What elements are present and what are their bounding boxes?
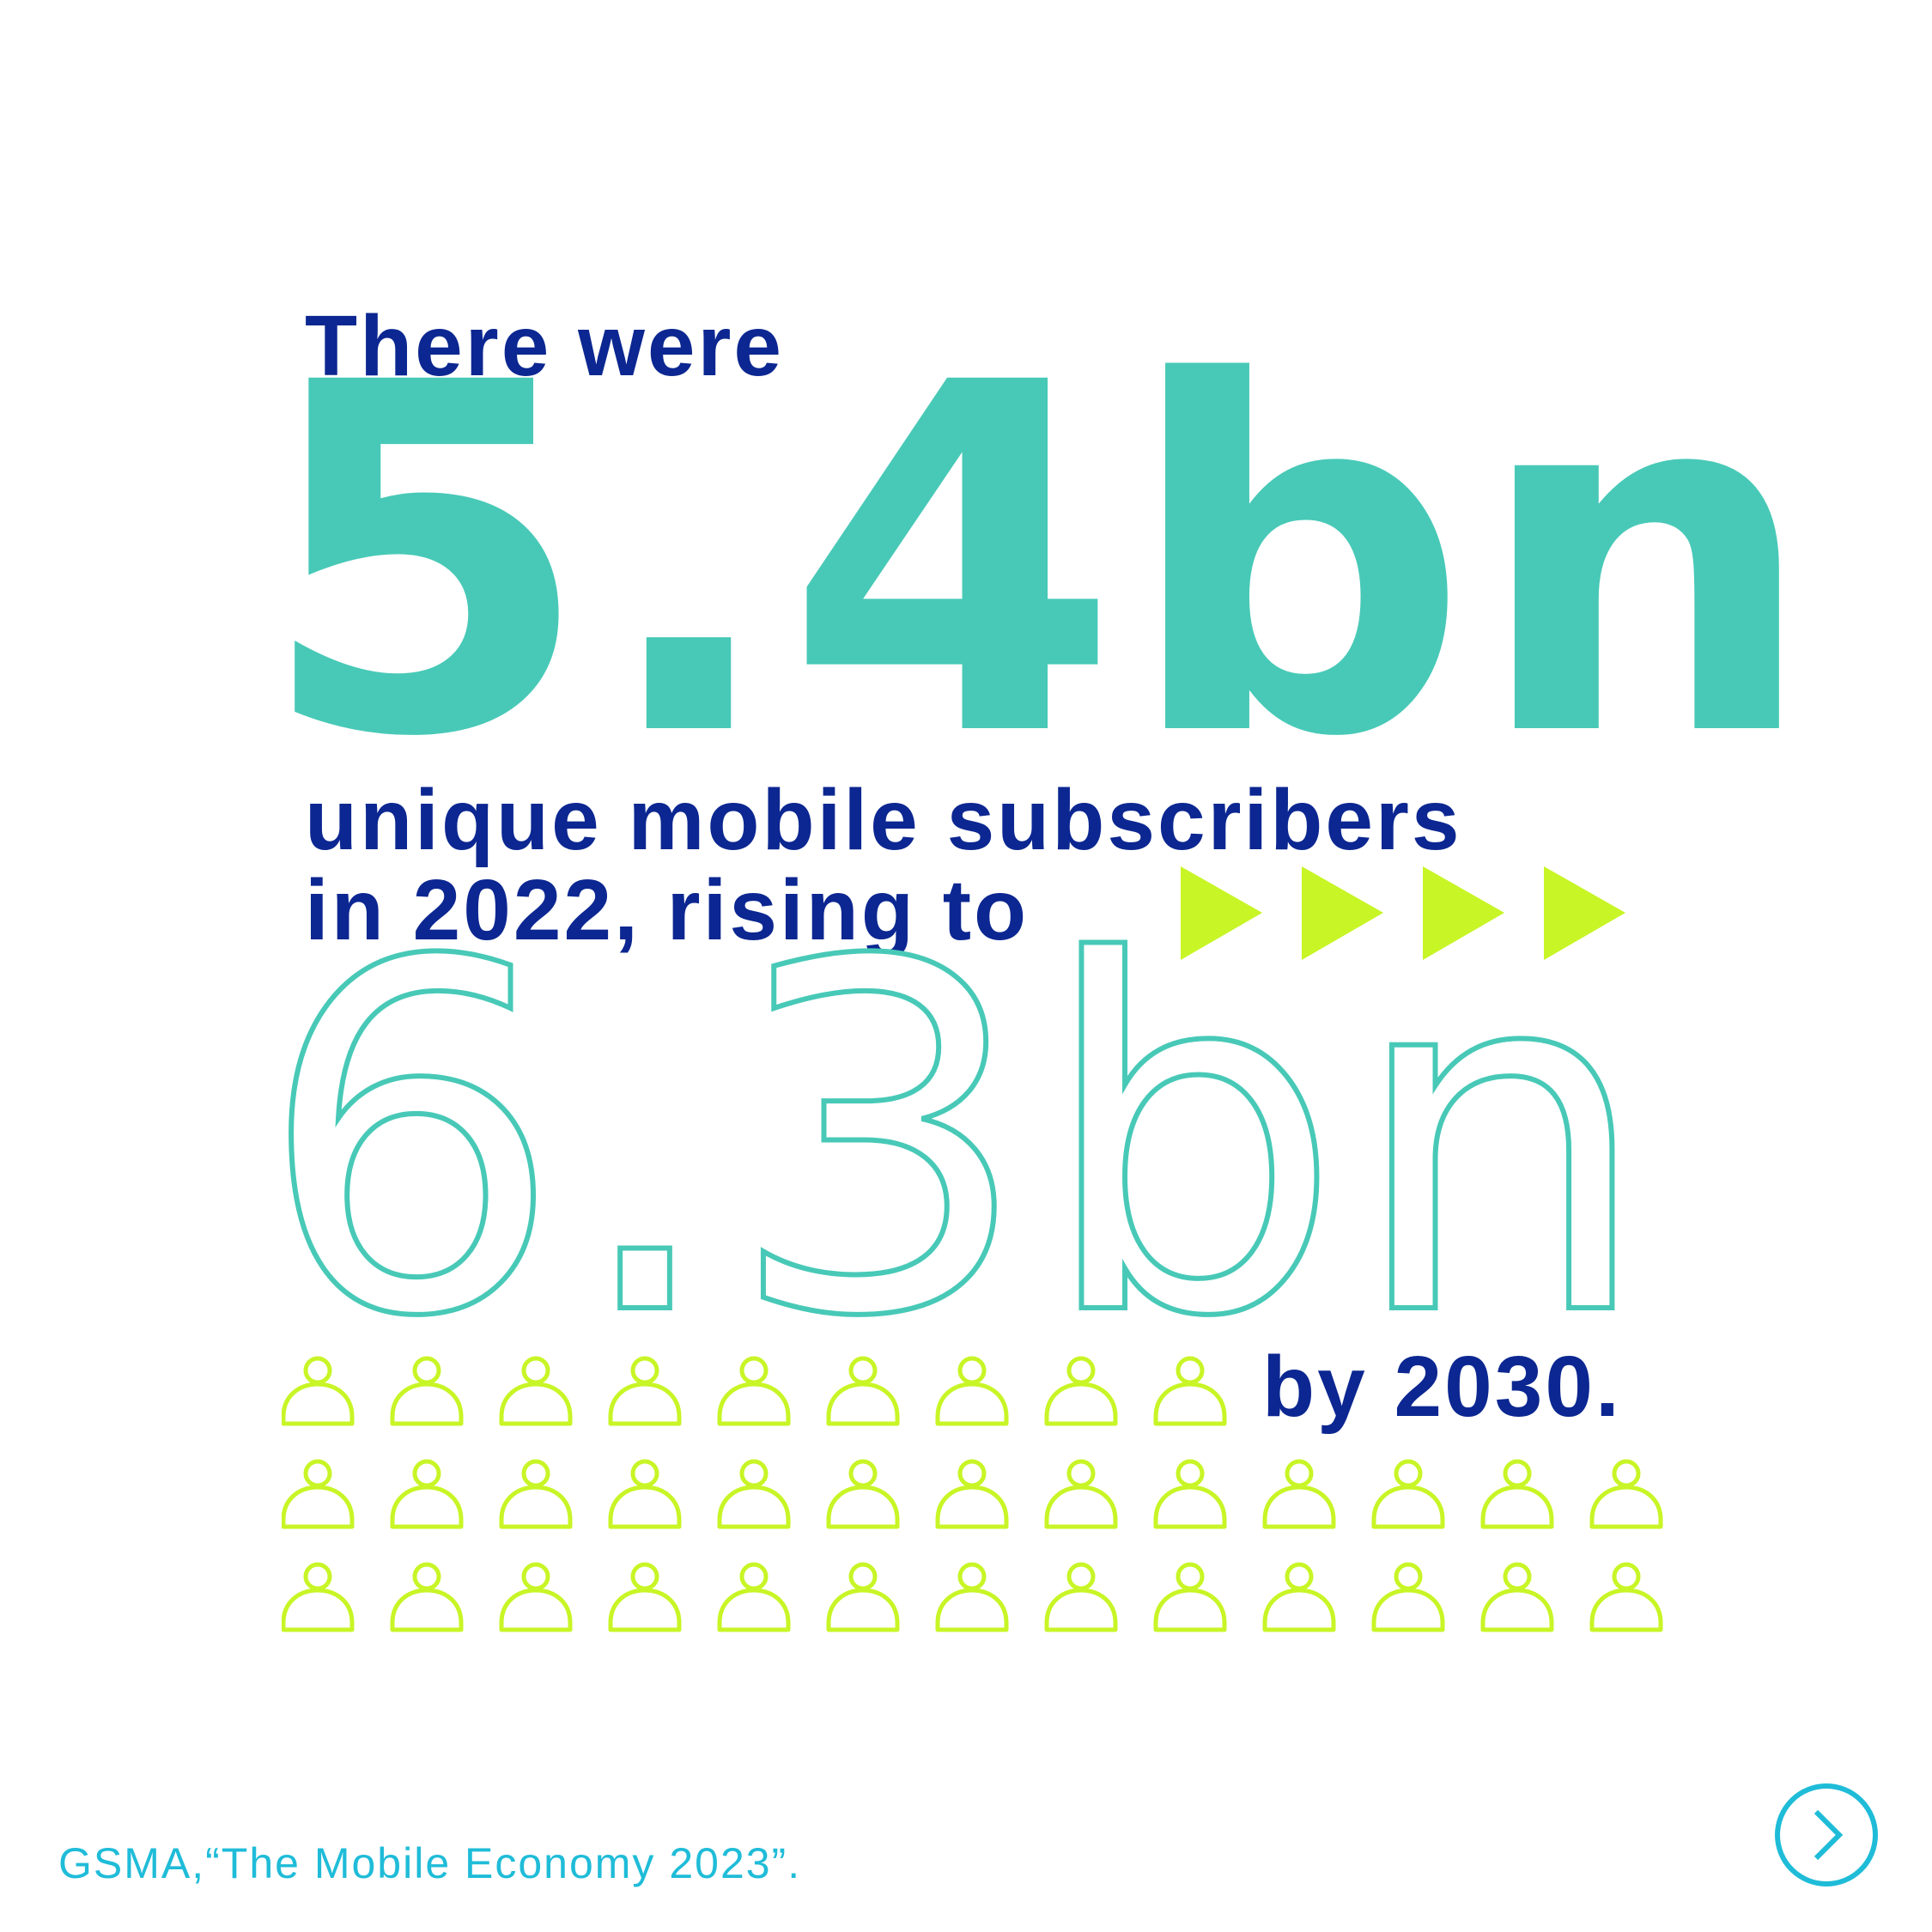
intro-text: There were bbox=[305, 298, 785, 394]
person-icon bbox=[1589, 1562, 1663, 1632]
person-icon bbox=[826, 1356, 900, 1426]
arrow-icon bbox=[1423, 866, 1504, 960]
person-icon bbox=[1044, 1459, 1118, 1529]
person-icon bbox=[1589, 1459, 1663, 1529]
person-icon bbox=[1371, 1562, 1445, 1632]
person-icon bbox=[499, 1356, 573, 1426]
person-icon bbox=[390, 1562, 464, 1632]
people-grid bbox=[282, 1356, 1663, 1632]
person-icon bbox=[1480, 1562, 1554, 1632]
subtitle-line-2: in 2022, rising to bbox=[305, 862, 1030, 958]
person-icon bbox=[935, 1356, 1009, 1426]
source-citation: GSMA,“The Mobile Economy 2023”. bbox=[58, 1839, 802, 1887]
person-icon bbox=[608, 1356, 682, 1426]
person-icon bbox=[1371, 1459, 1445, 1529]
person-icon bbox=[282, 1356, 355, 1426]
person-icon bbox=[608, 1459, 682, 1529]
person-icon bbox=[717, 1562, 791, 1632]
person-icon bbox=[499, 1562, 573, 1632]
person-icon bbox=[1153, 1356, 1227, 1426]
person-icon bbox=[499, 1459, 573, 1529]
person-icon bbox=[935, 1459, 1009, 1529]
person-icon bbox=[1044, 1562, 1118, 1632]
person-icon bbox=[1153, 1562, 1227, 1632]
person-icon bbox=[717, 1356, 791, 1426]
person-icon bbox=[608, 1562, 682, 1632]
person-icon bbox=[1153, 1459, 1227, 1529]
person-icon bbox=[282, 1459, 355, 1529]
person-icon bbox=[390, 1459, 464, 1529]
arrow-icon bbox=[1181, 866, 1262, 960]
subscribers-2030-value: 6.3bn bbox=[255, 862, 1658, 1422]
subscribers-2022-value: 5.4bn bbox=[258, 283, 1822, 842]
person-icon bbox=[935, 1562, 1009, 1632]
person-icon bbox=[390, 1356, 464, 1426]
person-icon bbox=[826, 1562, 900, 1632]
arrow-icon bbox=[1544, 866, 1625, 960]
person-icon bbox=[717, 1459, 791, 1529]
closing-text: by 2030. bbox=[1262, 1339, 1622, 1435]
arrow-icon bbox=[1302, 866, 1383, 960]
subtitle-line-1: unique mobile subscribers bbox=[305, 772, 1462, 868]
chevron-right-icon bbox=[1814, 1809, 1844, 1861]
person-icon bbox=[1480, 1459, 1554, 1529]
next-slide-button[interactable] bbox=[1774, 1783, 1879, 1887]
person-icon bbox=[1262, 1562, 1336, 1632]
person-icon bbox=[826, 1459, 900, 1529]
person-icon bbox=[1262, 1459, 1336, 1529]
arrow-row bbox=[1181, 866, 1625, 960]
person-icon bbox=[282, 1562, 355, 1632]
person-icon bbox=[1044, 1356, 1118, 1426]
